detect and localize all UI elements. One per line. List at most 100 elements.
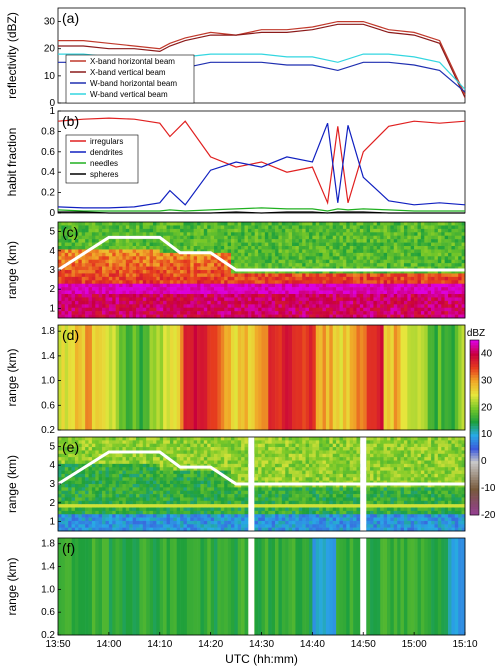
heat-cell (356, 235, 361, 240)
heat-cell (332, 304, 337, 309)
heat-cell (420, 294, 425, 298)
heat-cell (210, 290, 215, 295)
heat-cell (200, 450, 205, 455)
heat-cell (295, 242, 300, 247)
heat-cell (159, 484, 164, 488)
heat-cell (295, 294, 300, 298)
heat-cell (88, 249, 93, 254)
heat-cell (139, 460, 144, 465)
heat-cell (105, 314, 110, 319)
heat-cell (95, 440, 99, 445)
heat-cell (91, 470, 96, 475)
heat-cell (159, 510, 164, 515)
heat-cell (98, 263, 103, 267)
heat-cell (68, 504, 72, 508)
heat-cell (119, 273, 123, 278)
heat-cell (166, 273, 171, 278)
heat-cell (183, 314, 188, 319)
heat-cell (169, 517, 174, 522)
heat-cell (74, 232, 79, 237)
heat-cell (346, 242, 350, 247)
heat-cell (105, 443, 110, 448)
heat-cell (132, 467, 137, 471)
heat-cell (275, 246, 279, 250)
heat-cell (68, 520, 72, 525)
heat-cell (356, 325, 361, 431)
heat-cell (166, 263, 171, 267)
heat-cell (207, 222, 211, 226)
heat-cell (254, 287, 259, 291)
heat-cell (234, 252, 239, 257)
heat-cell (254, 239, 259, 243)
heat-cell (64, 270, 69, 274)
heat-cell (139, 473, 144, 478)
heat-cell (254, 228, 259, 233)
heat-cell (346, 235, 350, 240)
heat-cell (119, 311, 123, 315)
heat-cell (159, 256, 164, 261)
heat-cell (298, 259, 303, 264)
heat-cell (190, 242, 194, 247)
heat-cell (451, 273, 456, 278)
heat-cell (129, 460, 133, 465)
heat-cell (61, 504, 66, 508)
heat-cell (322, 225, 327, 230)
heat-cell (108, 470, 113, 475)
heat-cell (142, 228, 147, 233)
heat-cell (186, 256, 191, 261)
heat-cell (74, 307, 79, 312)
heat-cell (58, 504, 62, 508)
heat-cell (217, 504, 222, 508)
heat-cell (427, 287, 432, 291)
heat-cell (308, 256, 313, 261)
heat-cell (190, 480, 194, 485)
heat-cell (95, 297, 99, 302)
heat-cell (78, 280, 83, 285)
heat-cell (142, 460, 147, 465)
heat-cell (176, 453, 181, 458)
heat-cell (230, 294, 235, 298)
heat-cell (295, 246, 300, 250)
heat-cell (305, 276, 310, 281)
heat-cell (230, 225, 235, 230)
heat-cell (156, 457, 161, 461)
heat-cell (315, 266, 320, 271)
heat-cell (288, 232, 293, 237)
heat-cell (234, 283, 239, 288)
heat-cell (427, 273, 432, 278)
heat-cell (217, 263, 222, 267)
heat-cell (254, 297, 259, 302)
heat-cell (346, 222, 350, 226)
heat-cell (386, 249, 391, 254)
heat-cell (176, 440, 181, 445)
heat-cell (112, 510, 116, 515)
heat-cell (214, 470, 218, 475)
heat-cell (169, 304, 174, 309)
heat-cell (359, 246, 364, 250)
heat-cell (163, 276, 167, 281)
heat-cell (200, 314, 205, 319)
heat-cell (125, 300, 130, 305)
heat-cell (305, 225, 310, 230)
heat-cell (302, 266, 306, 271)
heat-cell (251, 283, 256, 288)
heat-cell (186, 294, 191, 298)
heat-cell (298, 266, 303, 271)
heat-cell (81, 517, 86, 522)
heat-cell (353, 325, 357, 431)
heat-cell (102, 307, 106, 312)
heat-cell (180, 443, 184, 448)
heat-cell (197, 256, 201, 261)
heat-cell (102, 514, 106, 518)
heat-cell (105, 266, 110, 271)
heat-cell (315, 307, 320, 312)
heat-cell (186, 497, 191, 502)
heat-cell (353, 242, 357, 247)
heat-cell (403, 280, 408, 285)
heat-cell (230, 232, 235, 237)
heat-cell (61, 287, 66, 291)
heat-cell (220, 270, 225, 274)
heat-cell (64, 276, 69, 281)
heat-cell (397, 311, 401, 315)
heat-cell (410, 235, 415, 240)
